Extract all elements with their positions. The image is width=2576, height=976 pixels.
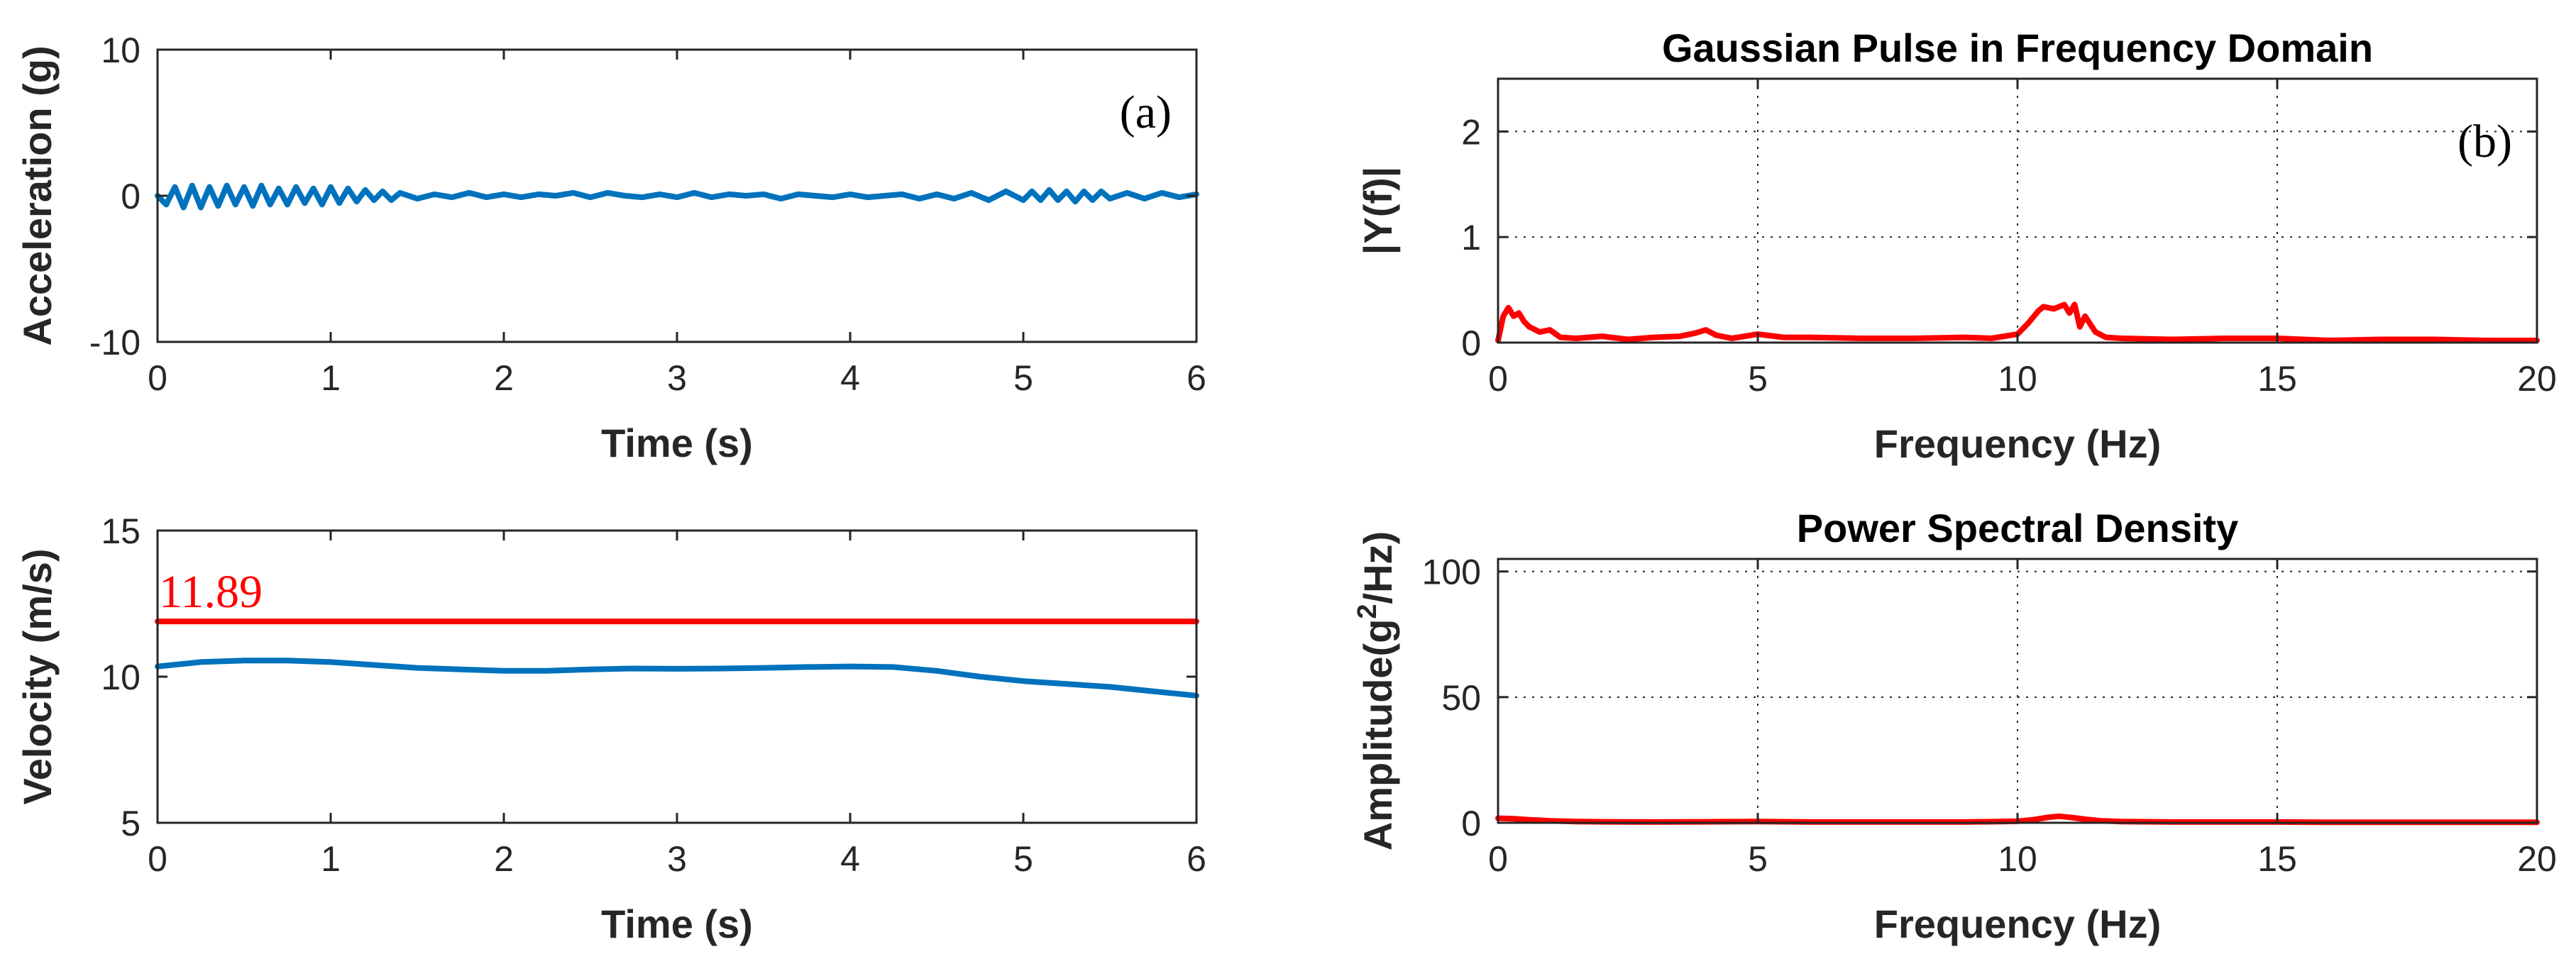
psd-y-label-superscript: 2 [1353,604,1382,619]
psd-y-tick-label: 50 [1441,678,1481,718]
fft-x-tick-label: 15 [2257,359,2297,399]
psd-x-tick-label: 20 [2517,839,2557,879]
vel-x-tick-label: 6 [1187,839,1206,879]
psd-x-tick-label: 10 [1998,839,2037,879]
psd-y-label-end: /Hz) [1355,531,1400,604]
acceleration-x-axis-label: Time (s) [601,421,753,465]
fft-y-tick-label: 2 [1461,112,1481,152]
acc-x-tick-label: 3 [667,358,687,398]
acc-x-tick-label: 5 [1013,358,1033,398]
fft-x-tick-label: 0 [1488,359,1508,399]
psd-y-axis-label: Amplitude(g2/Hz) [1353,531,1400,850]
acc-y-tick-label: -10 [89,323,141,362]
vel-x-tick-label: 5 [1013,839,1033,879]
panel-label-b: (b) [2457,116,2512,167]
fft-y-tick-label: 1 [1461,218,1481,257]
psd-x-tick-label: 0 [1488,839,1508,879]
psd-x-tick-label: 5 [1748,839,1768,879]
acc-y-tick-label: 0 [121,177,141,216]
psd-y-tick-label: 100 [1422,553,1481,592]
psd-y-label-base: Amplitude(g [1355,619,1400,851]
velocity-axes: 0 1 2 3 4 5 6 5 10 15 Time (s) Velocity (m/s) 11.… [15,511,1206,946]
fft-axes: 0 5 10 15 20 0 1 2 Gaussian Pulse in Frequency … [1355,26,2557,466]
vel-x-tick-label: 1 [321,839,341,879]
vel-y-tick-label: 5 [121,804,141,843]
acc-x-tick-label: 0 [148,358,167,398]
fft-y-axis-label: |Y(f)| [1355,167,1401,255]
vel-y-tick-label: 15 [101,511,141,551]
vel-series-velocity [155,658,1199,699]
velocity-x-axis-label: Time (s) [601,902,753,946]
panel-label-a: (a) [1120,87,1172,138]
psd-axes: 0 5 10 15 20 0 50 100 Power Spectral Density Fr… [1353,506,2557,946]
fft-x-tick-label: 20 [2517,359,2557,399]
vel-x-tick-label: 0 [148,839,167,879]
fft-y-tick-label: 0 [1461,323,1481,363]
acc-series-acceleration [155,182,1199,211]
fft-x-tick-label: 10 [1998,359,2037,399]
vel-x-tick-label: 4 [840,839,860,879]
acceleration-y-axis-label: Acceleration (g) [15,45,60,345]
threshold-value-label: 11.89 [159,566,263,618]
acc-x-tick-label: 6 [1187,358,1206,398]
fft-series--y-f- [1495,301,2540,343]
vel-y-tick-label: 10 [101,658,141,697]
fft-x-axis-label: Frequency (Hz) [1874,421,2162,466]
vel-x-tick-label: 2 [494,839,514,879]
psd-x-axis-label: Frequency (Hz) [1874,902,2162,946]
acc-x-tick-label: 2 [494,358,514,398]
psd-y-tick-label: 0 [1461,804,1481,843]
vel-x-tick-label: 3 [667,839,687,879]
fft-chart-title: Gaussian Pulse in Frequency Domain [1662,26,2373,70]
fft-x-tick-label: 5 [1748,359,1768,399]
psd-chart-title: Power Spectral Density [1797,506,2238,550]
psd-x-tick-label: 15 [2257,839,2297,879]
velocity-y-axis-label: Velocity (m/s) [15,548,60,804]
acc-y-tick-label: 10 [101,30,141,70]
acc-x-tick-label: 4 [840,358,860,398]
acc-x-tick-label: 1 [321,358,341,398]
